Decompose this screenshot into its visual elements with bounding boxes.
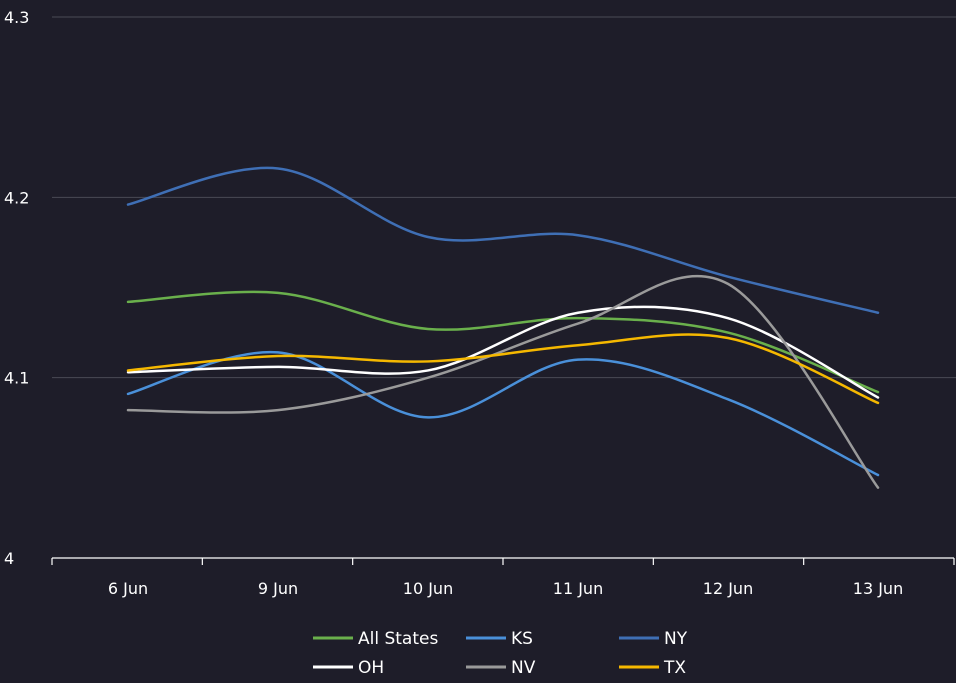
series-group — [126, 166, 880, 489]
legend-label-tx: TX — [663, 658, 686, 678]
x-tick-label: 13 Jun — [853, 579, 903, 598]
legend-label-oh: OH — [358, 658, 384, 678]
series-line-ny — [126, 166, 880, 314]
series-line-oh — [126, 305, 880, 399]
series-line-ks — [126, 350, 880, 477]
y-tick-label: 4 — [4, 549, 14, 568]
y-tick-label: 4.3 — [4, 8, 29, 27]
x-tick-label: 12 Jun — [703, 579, 753, 598]
legend-label-ks: KS — [511, 629, 533, 649]
x-tick-label: 11 Jun — [553, 579, 603, 598]
legend-label-all-states: All States — [358, 629, 438, 649]
series-line-tx — [126, 333, 880, 405]
series-line-nv — [126, 274, 880, 489]
x-axis: 6 Jun 9 Jun 10 Jun 11 Jun 12 Jun 13 Jun — [51, 557, 955, 598]
legend-label-ny: NY — [664, 629, 688, 649]
legend: All States KS NY OH NV TX — [313, 629, 688, 678]
x-tick-label: 9 Jun — [258, 579, 298, 598]
y-tick-label: 4.1 — [4, 369, 29, 388]
legend-label-nv: NV — [511, 658, 536, 678]
x-tick-label: 10 Jun — [403, 579, 453, 598]
y-axis: 4 4.1 4.2 4.3 — [4, 8, 29, 568]
x-tick-label: 6 Jun — [108, 579, 148, 598]
grid — [52, 16, 956, 379]
y-tick-label: 4.2 — [4, 188, 29, 207]
series-line-all-states — [126, 290, 880, 394]
